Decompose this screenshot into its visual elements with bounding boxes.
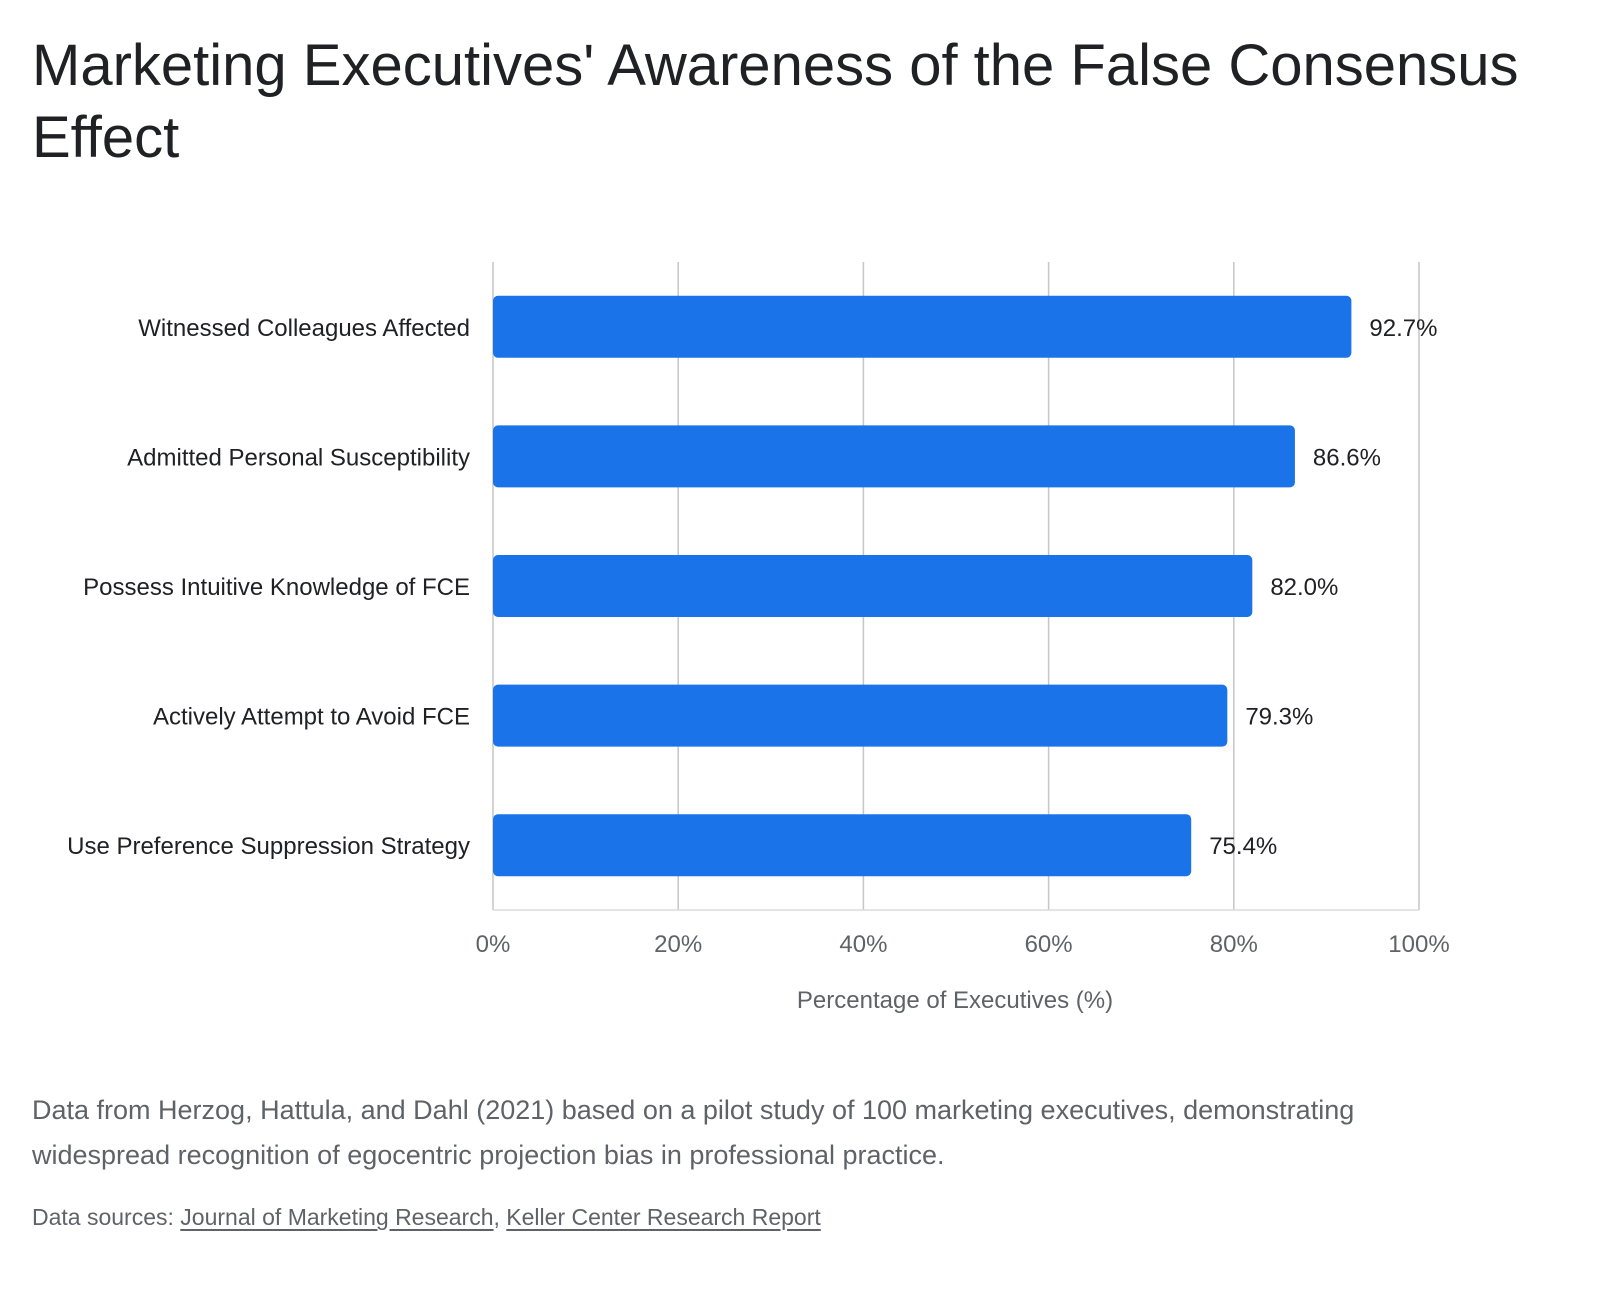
sources-prefix: Data sources: xyxy=(32,1204,174,1230)
bar xyxy=(493,814,1192,877)
x-axis-tick-labels: 0% 20% 40% 60% 80% 100% xyxy=(476,931,1450,958)
source-link-keller-center-research-report[interactable]: Keller Center Research Report xyxy=(506,1204,821,1230)
value-label: 82.0% xyxy=(1270,574,1338,601)
category-label: Possess Intuitive Knowledge of FCE xyxy=(83,574,470,601)
value-label: 75.4% xyxy=(1209,833,1277,860)
sources-separator: , xyxy=(493,1204,500,1230)
bar xyxy=(493,295,1352,358)
data-sources: Data sources: Journal of Marketing Resea… xyxy=(32,1200,821,1234)
category-label: Admitted Personal Susceptibility xyxy=(127,444,470,471)
x-tick-label: 60% xyxy=(1025,931,1073,958)
bar xyxy=(493,684,1228,747)
value-labels: 92.7% 86.6% 82.0% 79.3% 75.4% xyxy=(1209,315,1437,860)
x-tick-label: 80% xyxy=(1210,931,1258,958)
x-tick-label: 40% xyxy=(839,931,887,958)
bars xyxy=(493,295,1352,877)
bar-chart: Witnessed Colleagues Affected Admitted Pe… xyxy=(67,262,1450,1014)
x-tick-label: 0% xyxy=(476,931,511,958)
chart-description: Data from Herzog, Hattula, and Dahl (202… xyxy=(32,1095,1355,1170)
bar xyxy=(493,425,1295,488)
category-label: Actively Attempt to Avoid FCE xyxy=(153,704,470,731)
x-tick-label: 20% xyxy=(654,931,702,958)
category-label: Use Preference Suppression Strategy xyxy=(67,833,470,860)
value-label: 79.3% xyxy=(1245,704,1313,731)
category-labels: Witnessed Colleagues Affected Admitted Pe… xyxy=(67,315,470,860)
x-tick-label: 100% xyxy=(1388,931,1449,958)
bar xyxy=(493,555,1253,617)
value-label: 92.7% xyxy=(1369,315,1437,342)
source-link-journal-of-marketing-research[interactable]: Journal of Marketing Research xyxy=(180,1204,494,1230)
category-label: Witnessed Colleagues Affected xyxy=(138,315,470,342)
x-axis-title: Percentage of Executives (%) xyxy=(797,987,1113,1014)
chart-title: Marketing Executives' Awareness of the F… xyxy=(32,33,1519,170)
value-label: 86.6% xyxy=(1313,444,1381,471)
